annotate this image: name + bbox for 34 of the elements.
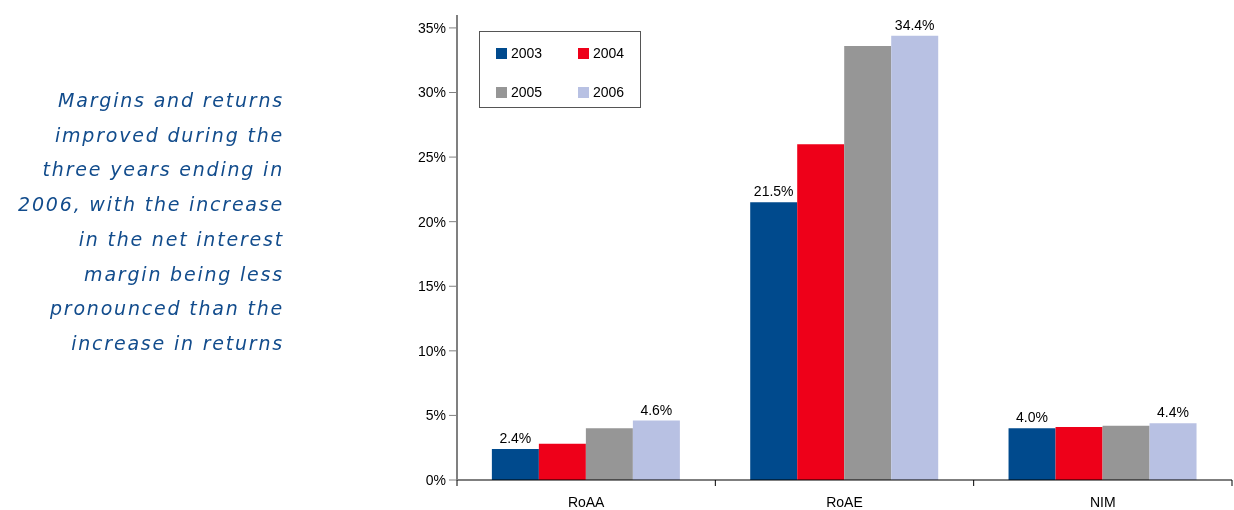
- bar: [1008, 428, 1056, 480]
- data-label: 4.6%: [640, 401, 673, 418]
- bar: [538, 443, 586, 480]
- y-tick-label: 10%: [417, 342, 446, 359]
- bar: [844, 46, 892, 480]
- bar: [891, 35, 939, 480]
- bar: [797, 144, 845, 480]
- text: Margins and returns improved during the three years ending in 2006, with the increase in the net interest margin being less pronounced than the increase in returns: [17, 88, 284, 356]
- bar: [632, 420, 680, 480]
- bar: [750, 202, 798, 480]
- legend-label: 2006: [593, 84, 625, 100]
- data-label: 2.4%: [499, 430, 532, 446]
- y-tick-label: 35%: [417, 19, 446, 36]
- data-label: 4.4%: [1157, 404, 1189, 421]
- y-tick-label: 20%: [417, 213, 446, 230]
- x-tick-label: RoAE: [826, 494, 863, 510]
- y-tick-label: 0%: [425, 471, 446, 488]
- data-label: 21.5%: [753, 183, 794, 200]
- bar: [1149, 423, 1197, 480]
- bar: [1055, 427, 1103, 480]
- legend-label: 2004: [593, 45, 625, 61]
- bar: [585, 428, 633, 480]
- y-tick-label: 5%: [425, 407, 446, 424]
- legend-label: 2003: [511, 45, 543, 61]
- data-label: 34.4%: [894, 16, 935, 33]
- y-tick-label: 15%: [417, 278, 446, 295]
- bar: [491, 449, 539, 480]
- legend-label: 2005: [511, 84, 543, 100]
- x-tick-label: NIM: [1090, 494, 1116, 510]
- y-tick-label: 25%: [417, 149, 446, 166]
- bar: [1102, 425, 1150, 480]
- x-tick-label: RoAA: [567, 494, 606, 510]
- y-tick-label: 30%: [417, 84, 446, 101]
- data-label: 4.0%: [1016, 409, 1048, 426]
